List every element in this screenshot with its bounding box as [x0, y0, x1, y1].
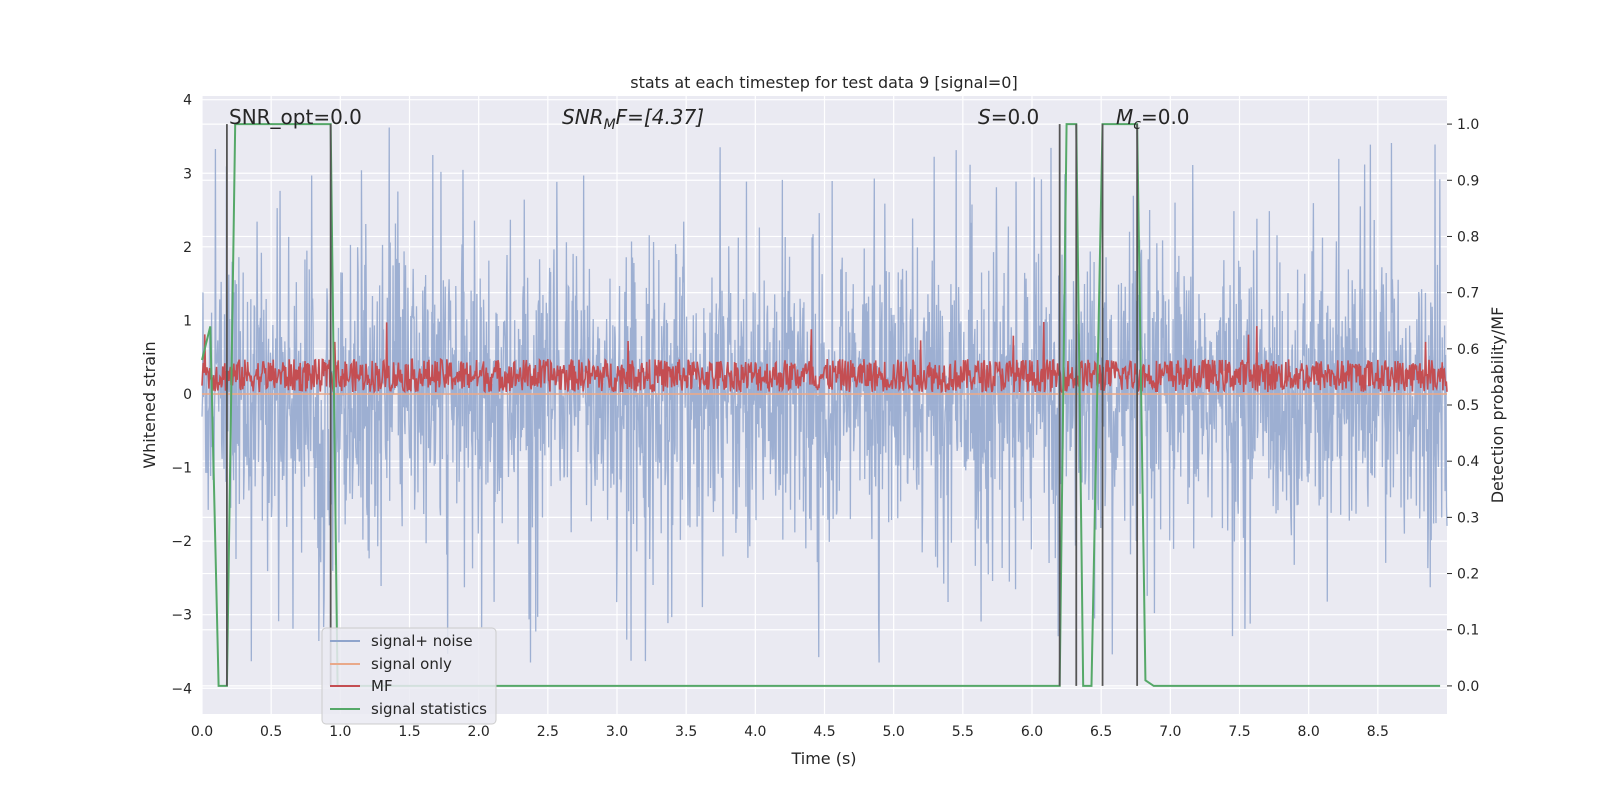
x-tick-label: 7.5	[1228, 724, 1250, 740]
x-tick-label: 6.5	[1090, 724, 1112, 740]
x-tick-label: 2.0	[468, 724, 490, 740]
x-tick-label: 3.0	[606, 724, 628, 740]
s-annotation: S=0.0	[978, 105, 1039, 129]
x-tick-label: 5.0	[883, 724, 905, 740]
right-y-tick-label: 0.0	[1457, 679, 1479, 695]
legend-label-signal-noise: signal+ noise	[371, 632, 473, 650]
x-tick-label: 6.0	[1021, 724, 1043, 740]
legend-box	[321, 627, 497, 725]
mc-tail: =0.0	[1141, 105, 1190, 129]
mc-var: M	[1116, 105, 1133, 129]
x-tick-label: 3.5	[675, 724, 697, 740]
mc-sub: c	[1133, 117, 1141, 133]
right-y-axis-label: Detection probability/MF	[1488, 307, 1507, 504]
chart-title: stats at each timestep for test data 9 […	[630, 73, 1017, 92]
legend: signal+ noise signal only MF signal stat…	[321, 627, 497, 725]
x-tick-label: 8.0	[1298, 724, 1320, 740]
x-tick-label: 5.5	[952, 724, 974, 740]
snr-mf-annotation: SNRMF=[4.37]	[562, 105, 704, 133]
snr-mf-var: SNR	[562, 105, 604, 129]
s-var: S	[978, 105, 991, 129]
x-tick-label: 4.0	[744, 724, 766, 740]
legend-label-signal-statistics: signal statistics	[371, 700, 487, 718]
x-tick-label: 2.5	[537, 724, 559, 740]
x-tick-label: 7.0	[1159, 724, 1181, 740]
right-y-tick-label: 0.5	[1457, 398, 1479, 414]
right-y-tick-label: 0.8	[1457, 229, 1479, 245]
right-y-tick-label: 0.3	[1457, 510, 1479, 526]
snr-mf-sub: M	[604, 117, 616, 133]
mf-line	[201, 322, 1448, 394]
right-y-tick-label: 0.7	[1457, 286, 1479, 302]
y-tick-label: 0	[183, 387, 192, 403]
y-tick-label: −4	[171, 681, 192, 697]
axis-ticks: 0.0 0.5 1.0 1.5 2.0 2.5 3.0 3.5 4.0 4.5 5.0 5.5 6.0 6…	[171, 93, 1479, 740]
vertical-markers	[225, 124, 1139, 686]
x-axis-label: Time (s)	[790, 749, 856, 768]
right-y-tick-label: 0.4	[1457, 454, 1479, 470]
legend-label-signal-only: signal only	[371, 655, 452, 673]
plot-series	[201, 123, 1448, 687]
right-y-tick-label: 0.9	[1457, 173, 1479, 189]
y-tick-label: 4	[183, 93, 192, 109]
y-tick-label: −3	[171, 608, 192, 624]
snr-opt-annotation: SNR_opt=0.0	[229, 105, 362, 129]
y-tick-label: 2	[183, 240, 192, 256]
x-tick-label: 4.5	[813, 724, 835, 740]
legend-label-mf: MF	[371, 677, 393, 695]
x-tick-label: 1.5	[398, 724, 420, 740]
y-tick-label: −1	[171, 461, 192, 477]
y-tick-label: 1	[183, 313, 192, 329]
right-y-tick-label: 0.1	[1457, 623, 1479, 639]
y-axis-label: Whitened strain	[140, 341, 159, 468]
right-y-tick-label: 0.6	[1457, 342, 1479, 358]
x-tick-label: 1.0	[329, 724, 351, 740]
snr-mf-tail: F=[4.37]	[616, 105, 704, 129]
mc-annotation: Mc=0.0	[1116, 105, 1190, 133]
s-tail: =0.0	[991, 105, 1040, 129]
signal-statistics-line	[201, 123, 1441, 687]
x-tick-label: 0.5	[260, 724, 282, 740]
y-tick-label: −2	[171, 534, 192, 550]
right-y-tick-label: 1.0	[1457, 117, 1479, 133]
x-tick-label: 8.5	[1367, 724, 1389, 740]
y-tick-label: 3	[183, 166, 192, 182]
x-tick-label: 0.0	[191, 724, 213, 740]
right-y-tick-label: 0.2	[1457, 567, 1479, 583]
